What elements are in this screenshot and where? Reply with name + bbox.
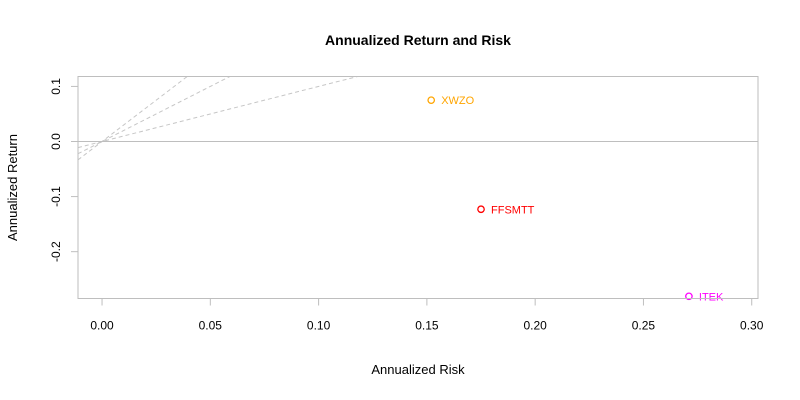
data-points-group: XWZO FFSMTT ITEK <box>427 95 724 303</box>
y-tick-label: -0.2 <box>49 241 63 262</box>
x-axis-label: Annualized Risk <box>371 362 465 377</box>
x-tick-label: 0.15 <box>415 319 439 333</box>
y-tick-label: 0.0 <box>49 133 63 150</box>
x-tick-label: 0.30 <box>740 319 764 333</box>
sharpe-ratio-lines-group <box>77 76 358 161</box>
x-tick-label: 0.20 <box>523 319 547 333</box>
axes-group: 0.00 0.05 0.10 0.15 0.20 0.25 0.30 0.1 0.0 -0.1 -0… <box>49 78 764 333</box>
sharpe-ratio-line <box>77 76 188 161</box>
y-axis-label: Annualized Return <box>5 134 20 241</box>
data-point-marker <box>685 292 693 301</box>
data-point-label: ITEK <box>699 291 724 303</box>
data-point-label: XWZO <box>441 95 474 107</box>
x-tick-label: 0.25 <box>632 319 656 333</box>
sharpe-ratio-line <box>77 76 358 149</box>
y-tick-label: -0.1 <box>49 186 63 207</box>
data-point-label: FFSMTT <box>491 204 535 216</box>
x-tick-label: 0.05 <box>199 319 223 333</box>
plot-border <box>77 76 759 299</box>
data-point-marker <box>427 96 436 105</box>
data-point-marker <box>477 205 485 214</box>
chart-title: Annualized Return and Risk <box>325 32 511 48</box>
x-tick-label: 0.10 <box>307 319 331 333</box>
x-tick-label: 0.00 <box>90 319 114 333</box>
y-tick-label: 0.1 <box>49 78 63 95</box>
